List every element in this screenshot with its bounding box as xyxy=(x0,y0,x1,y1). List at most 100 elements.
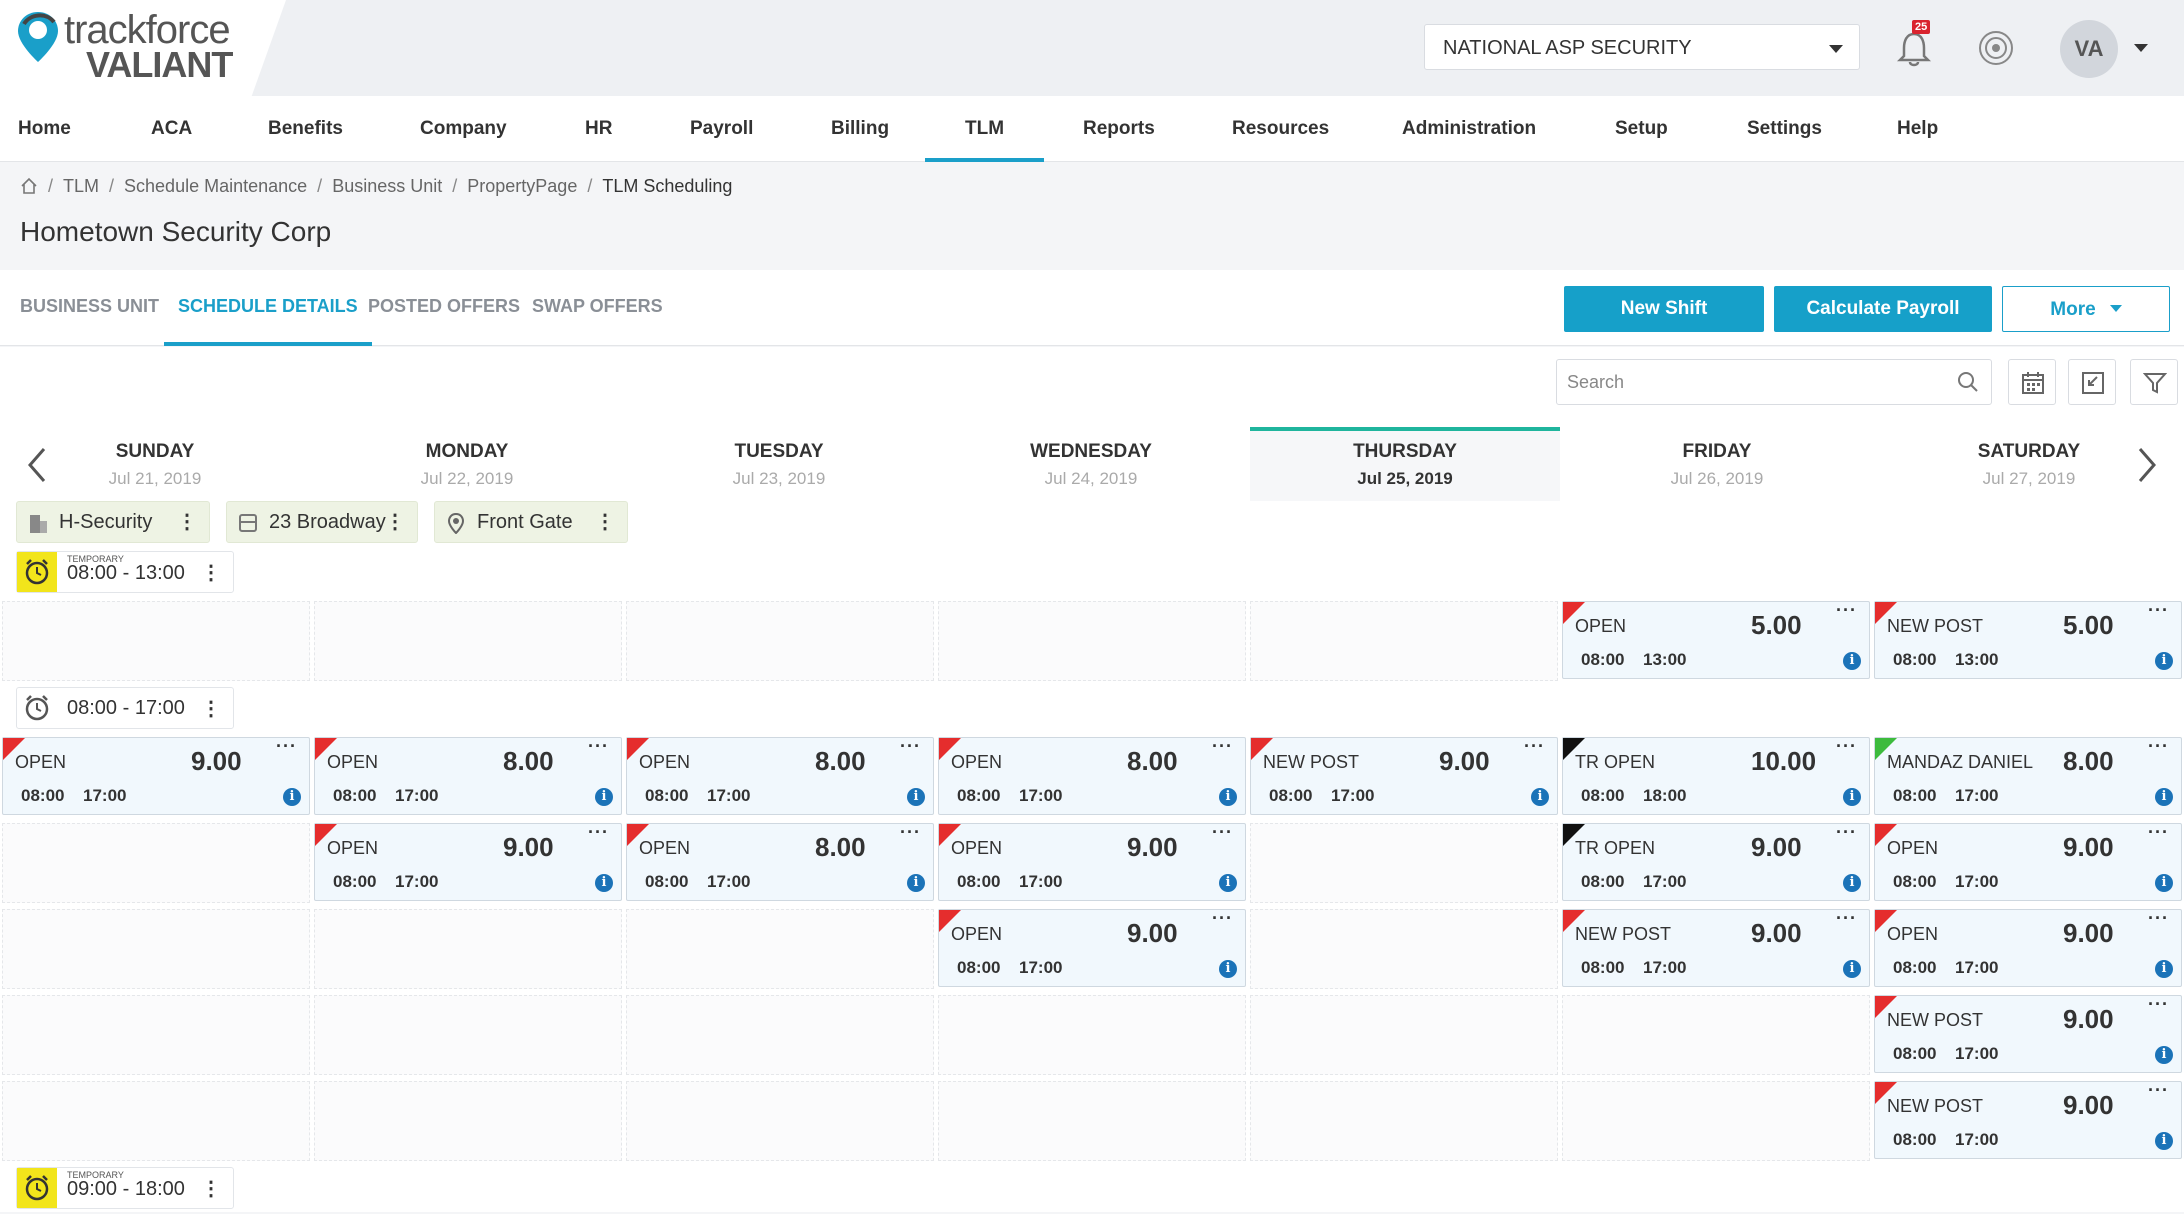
chip-front-gate[interactable]: Front Gate ⋮ xyxy=(434,501,628,543)
info-icon[interactable]: i xyxy=(2155,960,2173,978)
shift-card[interactable]: OPEN 9.00 ··· 08:00 17:00 i xyxy=(2,736,310,815)
company-select[interactable]: NATIONAL ASP SECURITY xyxy=(1424,24,1860,70)
nav-benefits[interactable]: Benefits xyxy=(268,118,343,139)
info-icon[interactable]: i xyxy=(1843,874,1861,892)
search-icon[interactable] xyxy=(1957,371,1979,393)
info-icon[interactable]: i xyxy=(1531,788,1549,806)
shift-more-icon[interactable]: ··· xyxy=(2148,600,2169,620)
info-icon[interactable]: i xyxy=(907,788,925,806)
next-week-arrow-icon[interactable] xyxy=(2132,445,2162,485)
empty-cell[interactable] xyxy=(1250,995,1558,1075)
breadcrumb-property-page[interactable]: PropertyPage xyxy=(467,176,578,196)
shift-card[interactable]: NEW POST 9.00 ··· 08:00 17:00 i xyxy=(1874,1080,2182,1159)
info-icon[interactable]: i xyxy=(595,788,613,806)
shift-more-icon[interactable]: ··· xyxy=(900,736,921,756)
shift-more-icon[interactable]: ··· xyxy=(900,822,921,842)
shift-more-icon[interactable]: ··· xyxy=(1524,736,1545,756)
nav-payroll[interactable]: Payroll xyxy=(690,118,754,139)
info-icon[interactable]: i xyxy=(1843,788,1861,806)
shift-more-icon[interactable]: ··· xyxy=(1212,908,1233,928)
shift-card[interactable]: OPEN 9.00 ··· 08:00 17:00 i xyxy=(1874,822,2182,901)
shift-card[interactable]: OPEN 8.00 ··· 08:00 17:00 i xyxy=(626,822,934,901)
shift-card[interactable]: NEW POST 9.00 ··· 08:00 17:00 i xyxy=(1874,994,2182,1073)
empty-cell[interactable] xyxy=(938,1081,1246,1161)
timeslot-menu-icon[interactable]: ⋮ xyxy=(201,1178,221,1200)
info-icon[interactable]: i xyxy=(2155,1046,2173,1064)
logo[interactable]: trackforce VALIANT xyxy=(0,0,286,96)
shift-card[interactable]: OPEN 8.00 ··· 08:00 17:00 i xyxy=(626,736,934,815)
shift-more-icon[interactable]: ··· xyxy=(1212,736,1233,756)
shift-card[interactable]: TR OPEN 9.00 ··· 08:00 17:00 i xyxy=(1562,822,1870,901)
day-header-wednesday[interactable]: WEDNESDAY Jul 24, 2019 xyxy=(936,427,1246,501)
target-icon[interactable] xyxy=(1976,28,2016,68)
shift-more-icon[interactable]: ··· xyxy=(1836,822,1857,842)
empty-cell[interactable] xyxy=(2,1081,310,1161)
empty-cell[interactable] xyxy=(2,601,310,681)
shift-card[interactable]: MANDAZ DANIEL 8.00 ··· 08:00 17:00 i xyxy=(1874,736,2182,815)
shift-card[interactable]: OPEN 8.00 ··· 08:00 17:00 i xyxy=(314,736,622,815)
tab-schedule-details[interactable]: SCHEDULE DETAILS xyxy=(164,270,372,346)
nav-administration[interactable]: Administration xyxy=(1402,118,1537,139)
shift-more-icon[interactable]: ··· xyxy=(2148,1080,2169,1100)
shift-card[interactable]: OPEN 5.00 ··· 08:00 13:00 i xyxy=(1562,600,1870,679)
info-icon[interactable]: i xyxy=(2155,652,2173,670)
shift-more-icon[interactable]: ··· xyxy=(2148,908,2169,928)
home-icon[interactable] xyxy=(20,177,38,195)
info-icon[interactable]: i xyxy=(283,788,301,806)
nav-aca[interactable]: ACA xyxy=(151,118,193,139)
more-button[interactable]: More xyxy=(2002,286,2170,332)
nav-setup[interactable]: Setup xyxy=(1615,118,1668,139)
shift-card[interactable]: NEW POST 9.00 ··· 08:00 17:00 i xyxy=(1250,736,1558,815)
info-icon[interactable]: i xyxy=(2155,788,2173,806)
nav-tlm[interactable]: TLM xyxy=(924,96,1045,162)
info-icon[interactable]: i xyxy=(1219,788,1237,806)
empty-cell[interactable] xyxy=(314,995,622,1075)
empty-cell[interactable] xyxy=(626,1081,934,1161)
tab-swap-offers[interactable]: SWAP OFFERS xyxy=(532,296,663,316)
shift-more-icon[interactable]: ··· xyxy=(1836,736,1857,756)
empty-cell[interactable] xyxy=(626,909,934,989)
timeslot-0800-1700[interactable]: 08:00 - 17:00 ⋮ xyxy=(16,687,234,729)
empty-cell[interactable] xyxy=(1250,1081,1558,1161)
info-icon[interactable]: i xyxy=(1219,960,1237,978)
empty-cell[interactable] xyxy=(1250,909,1558,989)
info-icon[interactable]: i xyxy=(1219,874,1237,892)
empty-cell[interactable] xyxy=(2,995,310,1075)
nav-help[interactable]: Help xyxy=(1897,118,1939,139)
empty-cell[interactable] xyxy=(626,601,934,681)
day-header-tuesday[interactable]: TUESDAY Jul 23, 2019 xyxy=(624,427,934,501)
info-icon[interactable]: i xyxy=(595,874,613,892)
info-icon[interactable]: i xyxy=(1843,652,1861,670)
day-header-saturday[interactable]: SATURDAY Jul 27, 2019 xyxy=(1874,427,2184,501)
shift-card[interactable]: TR OPEN 10.00 ··· 08:00 18:00 i xyxy=(1562,736,1870,815)
empty-cell[interactable] xyxy=(1562,995,1870,1075)
chip-23-broadway[interactable]: 23 Broadway ⋮ xyxy=(226,501,418,543)
chip-menu-icon[interactable]: ⋮ xyxy=(385,511,405,533)
shift-more-icon[interactable]: ··· xyxy=(588,822,609,842)
calendar-button[interactable] xyxy=(2008,359,2056,405)
shift-card[interactable]: OPEN 9.00 ··· 08:00 17:00 i xyxy=(314,822,622,901)
timeslot-0900-1800[interactable]: TEMPORARY 09:00 - 18:00 ⋮ xyxy=(16,1167,234,1209)
timeslot-menu-icon[interactable]: ⋮ xyxy=(201,698,221,720)
empty-cell[interactable] xyxy=(2,909,310,989)
shift-card[interactable]: OPEN 9.00 ··· 08:00 17:00 i xyxy=(1874,908,2182,987)
shift-more-icon[interactable]: ··· xyxy=(1836,908,1857,928)
timeslot-menu-icon[interactable]: ⋮ xyxy=(201,562,221,584)
shift-more-icon[interactable]: ··· xyxy=(1212,822,1233,842)
shift-more-icon[interactable]: ··· xyxy=(1836,600,1857,620)
empty-cell[interactable] xyxy=(2,823,310,903)
breadcrumb-schedule-maintenance[interactable]: Schedule Maintenance xyxy=(124,176,308,196)
shift-more-icon[interactable]: ··· xyxy=(2148,822,2169,842)
day-header-sunday[interactable]: SUNDAY Jul 21, 2019 xyxy=(0,427,310,501)
chip-menu-icon[interactable]: ⋮ xyxy=(595,511,615,533)
empty-cell[interactable] xyxy=(314,1081,622,1161)
chip-menu-icon[interactable]: ⋮ xyxy=(177,511,197,533)
notification-bell-icon[interactable] xyxy=(1896,28,1932,68)
shift-card[interactable]: NEW POST 5.00 ··· 08:00 13:00 i xyxy=(1874,600,2182,679)
tab-posted-offers[interactable]: POSTED OFFERS xyxy=(368,296,521,316)
breadcrumb-tlm[interactable]: TLM xyxy=(63,176,100,196)
nav-resources[interactable]: Resources xyxy=(1232,118,1330,139)
empty-cell[interactable] xyxy=(314,909,622,989)
info-icon[interactable]: i xyxy=(907,874,925,892)
search-input[interactable]: Search xyxy=(1556,359,1992,405)
